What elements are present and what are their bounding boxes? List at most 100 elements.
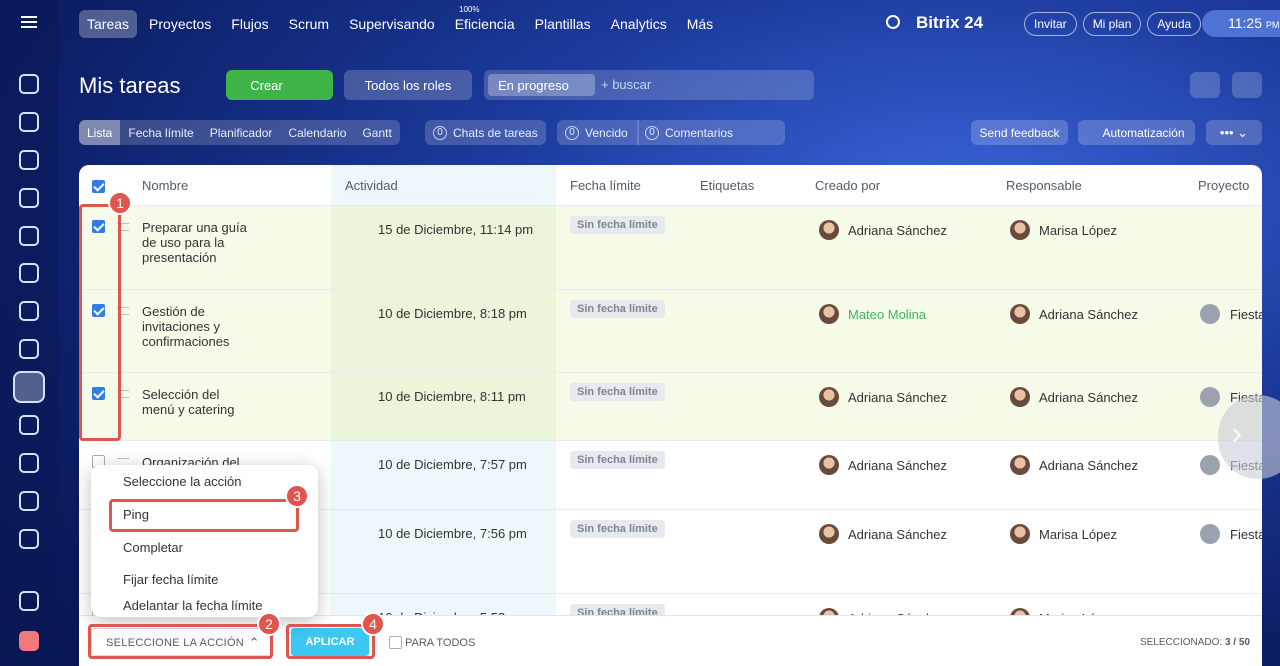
activity: 10 de Diciembre, 8:11 pm xyxy=(378,389,526,404)
avatar xyxy=(1010,524,1030,544)
menu-item[interactable]: Fijar fecha límite xyxy=(123,572,219,587)
sidebar-icon[interactable] xyxy=(19,226,39,246)
action-bar: SELECCIONE LA ACCIÓN ⌃ APLICAR PARA TODOS… xyxy=(79,615,1262,666)
column-header[interactable]: Etiquetas xyxy=(700,178,755,193)
nav-item[interactable]: Proyectos xyxy=(149,16,212,32)
nav-button[interactable]: Ayuda xyxy=(1147,12,1202,36)
nav-button[interactable]: Mi plan xyxy=(1082,12,1142,36)
menu-item[interactable]: Ping xyxy=(123,507,150,522)
menu-item[interactable]: Seleccione la acción xyxy=(123,474,242,489)
nav-item[interactable]: Flujos xyxy=(231,16,269,32)
nav-item[interactable]: Más xyxy=(686,16,714,32)
view-tab[interactable]: Calendario xyxy=(288,126,347,140)
nav-item[interactable]: Eficiencia xyxy=(454,16,515,32)
filter-chip[interactable]: En progreso xyxy=(488,74,595,96)
sidebar-icon[interactable] xyxy=(19,263,39,283)
view-tab[interactable]: Planificador xyxy=(209,126,273,140)
created-by[interactable]: Mateo Molina xyxy=(848,307,927,322)
automation-label: Automatización xyxy=(1102,125,1185,140)
column-header[interactable]: Fecha límite xyxy=(570,178,641,193)
column-header[interactable]: Actividad xyxy=(345,178,398,193)
sidebar-icon[interactable] xyxy=(19,339,39,359)
feedback-button[interactable]: Send feedback xyxy=(971,120,1068,145)
sidebar-icon[interactable] xyxy=(19,491,39,511)
row-checkbox[interactable] xyxy=(92,304,105,317)
sidebar-icon[interactable] xyxy=(19,188,39,208)
scroll-arrow[interactable]: › xyxy=(1218,395,1280,479)
created-by[interactable]: Adriana Sánchez xyxy=(848,390,948,405)
responsible[interactable]: Adriana Sánchez xyxy=(1039,458,1139,473)
project[interactable]: Fiesta xyxy=(1230,527,1262,542)
task-name[interactable]: Preparar una guía de uso para la present… xyxy=(142,220,247,265)
nav-item[interactable]: Supervisando xyxy=(349,16,435,32)
sidebar-icon[interactable] xyxy=(19,301,39,321)
sidebar-icon[interactable] xyxy=(19,453,39,473)
selected-count: 3 / 50 xyxy=(1224,637,1250,648)
counter[interactable]: 0 Comentarios xyxy=(637,120,785,145)
settings-button[interactable] xyxy=(1190,72,1220,98)
avatar xyxy=(1010,455,1030,475)
counter[interactable]: 0 Chats de tareas xyxy=(425,120,546,145)
quick-button[interactable] xyxy=(1232,72,1262,98)
responsible[interactable]: Adriana Sánchez xyxy=(1039,390,1139,405)
column-header[interactable]: Responsable xyxy=(1006,178,1082,193)
highlight-box xyxy=(109,499,299,532)
column-header[interactable]: Proyecto xyxy=(1198,178,1250,193)
task-row[interactable]: Gestión de invitaciones y confirmaciones… xyxy=(79,289,1262,372)
project[interactable]: Fiesta xyxy=(1230,307,1262,322)
nav-button[interactable]: Invitar xyxy=(1024,12,1077,36)
clock[interactable]: 11:25 PM xyxy=(1202,10,1280,37)
task-row[interactable]: Preparar una guía de uso para la present… xyxy=(79,205,1262,289)
sidebar-icon[interactable] xyxy=(19,591,39,611)
deadline-chip[interactable]: Sin fecha límite xyxy=(570,216,665,234)
column-header[interactable]: Nombre xyxy=(142,178,189,193)
for-all-checkbox[interactable] xyxy=(389,636,402,649)
deadline-chip[interactable]: Sin fecha límite xyxy=(570,383,665,401)
created-by[interactable]: Adriana Sánchez xyxy=(848,458,948,473)
responsible[interactable]: Marisa López xyxy=(1039,527,1118,542)
nav-item[interactable]: Scrum xyxy=(288,16,330,32)
more-button[interactable]: ••• ⌄ xyxy=(1206,120,1262,145)
created-by[interactable]: Adriana Sánchez xyxy=(848,527,948,542)
menu-icon[interactable] xyxy=(21,16,37,28)
drag-handle xyxy=(117,390,129,398)
deadline-chip[interactable]: Sin fecha límite xyxy=(570,300,665,318)
column-header[interactable]: Creado por xyxy=(815,178,881,193)
created-by[interactable]: Adriana Sánchez xyxy=(848,223,948,238)
sidebar-icon[interactable] xyxy=(13,371,45,403)
header-checkbox[interactable] xyxy=(92,180,105,193)
avatar xyxy=(1010,387,1030,407)
deadline-chip[interactable]: Sin fecha límite xyxy=(570,520,665,538)
sidebar-icon[interactable] xyxy=(19,529,39,549)
menu-item[interactable]: Adelantar la fecha límite xyxy=(123,598,263,613)
deadline-chip[interactable]: Sin fecha límite xyxy=(570,451,665,469)
select-action[interactable]: SELECCIONE LA ACCIÓN ⌃ xyxy=(91,628,271,656)
counter[interactable]: 0 Vencido xyxy=(557,120,639,145)
responsible[interactable]: Adriana Sánchez xyxy=(1039,307,1139,322)
row-checkbox[interactable] xyxy=(92,387,105,400)
row-checkbox[interactable] xyxy=(92,220,105,233)
sidebar-icon[interactable] xyxy=(19,150,39,170)
view-tab[interactable]: Lista xyxy=(79,120,121,145)
search-box[interactable]: En progreso + buscar xyxy=(484,70,814,100)
roles-button[interactable]: Todos los roles xyxy=(344,70,472,100)
nav-item[interactable]: Analytics xyxy=(610,16,667,32)
sidebar-icon[interactable] xyxy=(19,74,39,94)
search-icon[interactable] xyxy=(886,15,900,29)
task-name[interactable]: Selección del menú y catering xyxy=(142,387,235,417)
nav-item[interactable]: Plantillas xyxy=(534,16,591,32)
automation-button[interactable]: Automatización xyxy=(1078,120,1195,145)
sidebar-icon[interactable] xyxy=(19,415,39,435)
apply-button[interactable]: APLICAR xyxy=(291,628,369,656)
create-button[interactable]: Crear xyxy=(226,70,333,100)
sidebar-icon[interactable] xyxy=(19,631,39,651)
view-tab[interactable]: Gantt xyxy=(362,126,392,140)
task-row[interactable]: Selección del menú y catering 10 de Dicie… xyxy=(79,372,1262,440)
nav-item[interactable]: Tareas xyxy=(79,10,138,38)
responsible[interactable]: Marisa López xyxy=(1039,223,1118,238)
sidebar-icon[interactable] xyxy=(19,112,39,132)
view-tab[interactable]: Fecha límite xyxy=(128,126,194,140)
menu-item[interactable]: Completar xyxy=(123,540,183,555)
avatar xyxy=(819,387,839,407)
task-name[interactable]: Gestión de invitaciones y confirmaciones xyxy=(142,304,230,349)
